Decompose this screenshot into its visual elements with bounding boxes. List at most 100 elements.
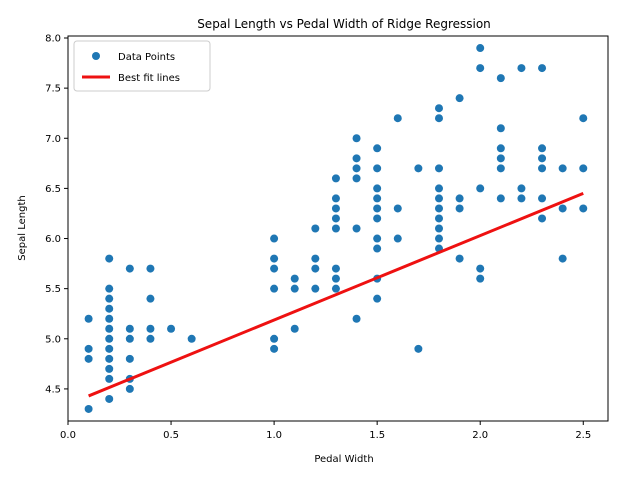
data-point bbox=[311, 224, 320, 233]
data-point bbox=[434, 104, 443, 113]
data-point bbox=[373, 194, 382, 203]
data-point bbox=[538, 194, 547, 203]
data-point bbox=[455, 204, 464, 213]
x-tick-label: 0.0 bbox=[60, 430, 76, 441]
data-point bbox=[105, 334, 114, 343]
data-point bbox=[146, 324, 155, 333]
data-point bbox=[352, 164, 361, 173]
data-point bbox=[373, 184, 382, 193]
data-point bbox=[538, 64, 547, 73]
data-point bbox=[125, 384, 134, 393]
data-point bbox=[476, 44, 485, 53]
data-point bbox=[105, 284, 114, 293]
data-point bbox=[105, 394, 114, 403]
y-tick-label: 6.5 bbox=[45, 184, 61, 195]
data-point bbox=[270, 264, 279, 273]
data-point bbox=[373, 294, 382, 303]
data-point bbox=[538, 154, 547, 163]
legend-marker-points bbox=[92, 52, 100, 60]
best-fit-line bbox=[88, 192, 584, 398]
data-point bbox=[352, 154, 361, 163]
data-point bbox=[167, 324, 176, 333]
data-point bbox=[373, 214, 382, 223]
data-point bbox=[331, 174, 340, 183]
data-point bbox=[290, 284, 299, 293]
data-point bbox=[434, 114, 443, 123]
data-point bbox=[331, 204, 340, 213]
data-point bbox=[84, 314, 93, 323]
data-point bbox=[373, 164, 382, 173]
data-point bbox=[434, 204, 443, 213]
data-point bbox=[496, 74, 505, 83]
legend-label-points: Data Points bbox=[118, 52, 175, 63]
data-point bbox=[373, 204, 382, 213]
data-point bbox=[455, 194, 464, 203]
data-point bbox=[331, 264, 340, 273]
data-point bbox=[105, 304, 114, 313]
data-point bbox=[270, 284, 279, 293]
data-point bbox=[455, 94, 464, 103]
data-point bbox=[455, 254, 464, 263]
data-point bbox=[434, 224, 443, 233]
x-tick-label: 0.5 bbox=[163, 430, 179, 441]
y-tick-label: 4.5 bbox=[45, 384, 61, 395]
data-point bbox=[105, 364, 114, 373]
data-point bbox=[476, 264, 485, 273]
data-point bbox=[105, 314, 114, 323]
data-point bbox=[331, 274, 340, 283]
data-point bbox=[496, 144, 505, 153]
legend: Data Points Best fit lines bbox=[73, 40, 211, 92]
x-axis-label: Pedal Width bbox=[314, 454, 373, 465]
y-axis-label: Sepal Length bbox=[17, 195, 28, 260]
data-point bbox=[84, 404, 93, 413]
data-point bbox=[496, 154, 505, 163]
data-point bbox=[105, 254, 114, 263]
data-point bbox=[290, 324, 299, 333]
data-point bbox=[290, 274, 299, 283]
data-point bbox=[105, 354, 114, 363]
data-point bbox=[187, 334, 196, 343]
data-point bbox=[373, 234, 382, 243]
y-tick-label: 5.5 bbox=[45, 284, 61, 295]
x-tick-label: 2.5 bbox=[575, 430, 591, 441]
data-point bbox=[352, 314, 361, 323]
data-point bbox=[373, 144, 382, 153]
x-tick-label: 1.0 bbox=[266, 430, 282, 441]
data-point bbox=[414, 164, 423, 173]
data-point bbox=[558, 164, 567, 173]
data-point bbox=[352, 224, 361, 233]
data-point bbox=[393, 204, 402, 213]
data-point bbox=[517, 194, 526, 203]
data-point bbox=[393, 234, 402, 243]
data-point bbox=[538, 144, 547, 153]
data-point bbox=[373, 244, 382, 253]
data-point bbox=[311, 284, 320, 293]
data-point bbox=[125, 324, 134, 333]
data-point bbox=[270, 254, 279, 263]
data-point bbox=[476, 184, 485, 193]
data-point bbox=[434, 184, 443, 193]
data-point bbox=[270, 234, 279, 243]
data-point bbox=[393, 114, 402, 123]
x-axis: 0.0 0.5 1.0 1.5 2.0 2.5 bbox=[60, 421, 591, 441]
data-point bbox=[84, 344, 93, 353]
data-point bbox=[558, 254, 567, 263]
data-point bbox=[434, 234, 443, 243]
x-tick-label: 1.5 bbox=[369, 430, 385, 441]
x-tick-label: 2.0 bbox=[472, 430, 488, 441]
plot-area bbox=[84, 44, 588, 413]
data-point bbox=[538, 214, 547, 223]
data-point bbox=[579, 114, 588, 123]
data-point bbox=[125, 354, 134, 363]
data-point bbox=[270, 334, 279, 343]
data-point bbox=[476, 64, 485, 73]
data-point bbox=[496, 124, 505, 133]
data-point bbox=[414, 344, 423, 353]
data-point bbox=[579, 204, 588, 213]
axes-frame bbox=[67, 35, 609, 422]
data-point bbox=[579, 164, 588, 173]
data-point bbox=[105, 374, 114, 383]
data-point bbox=[311, 264, 320, 273]
data-point bbox=[105, 324, 114, 333]
data-point bbox=[538, 164, 547, 173]
